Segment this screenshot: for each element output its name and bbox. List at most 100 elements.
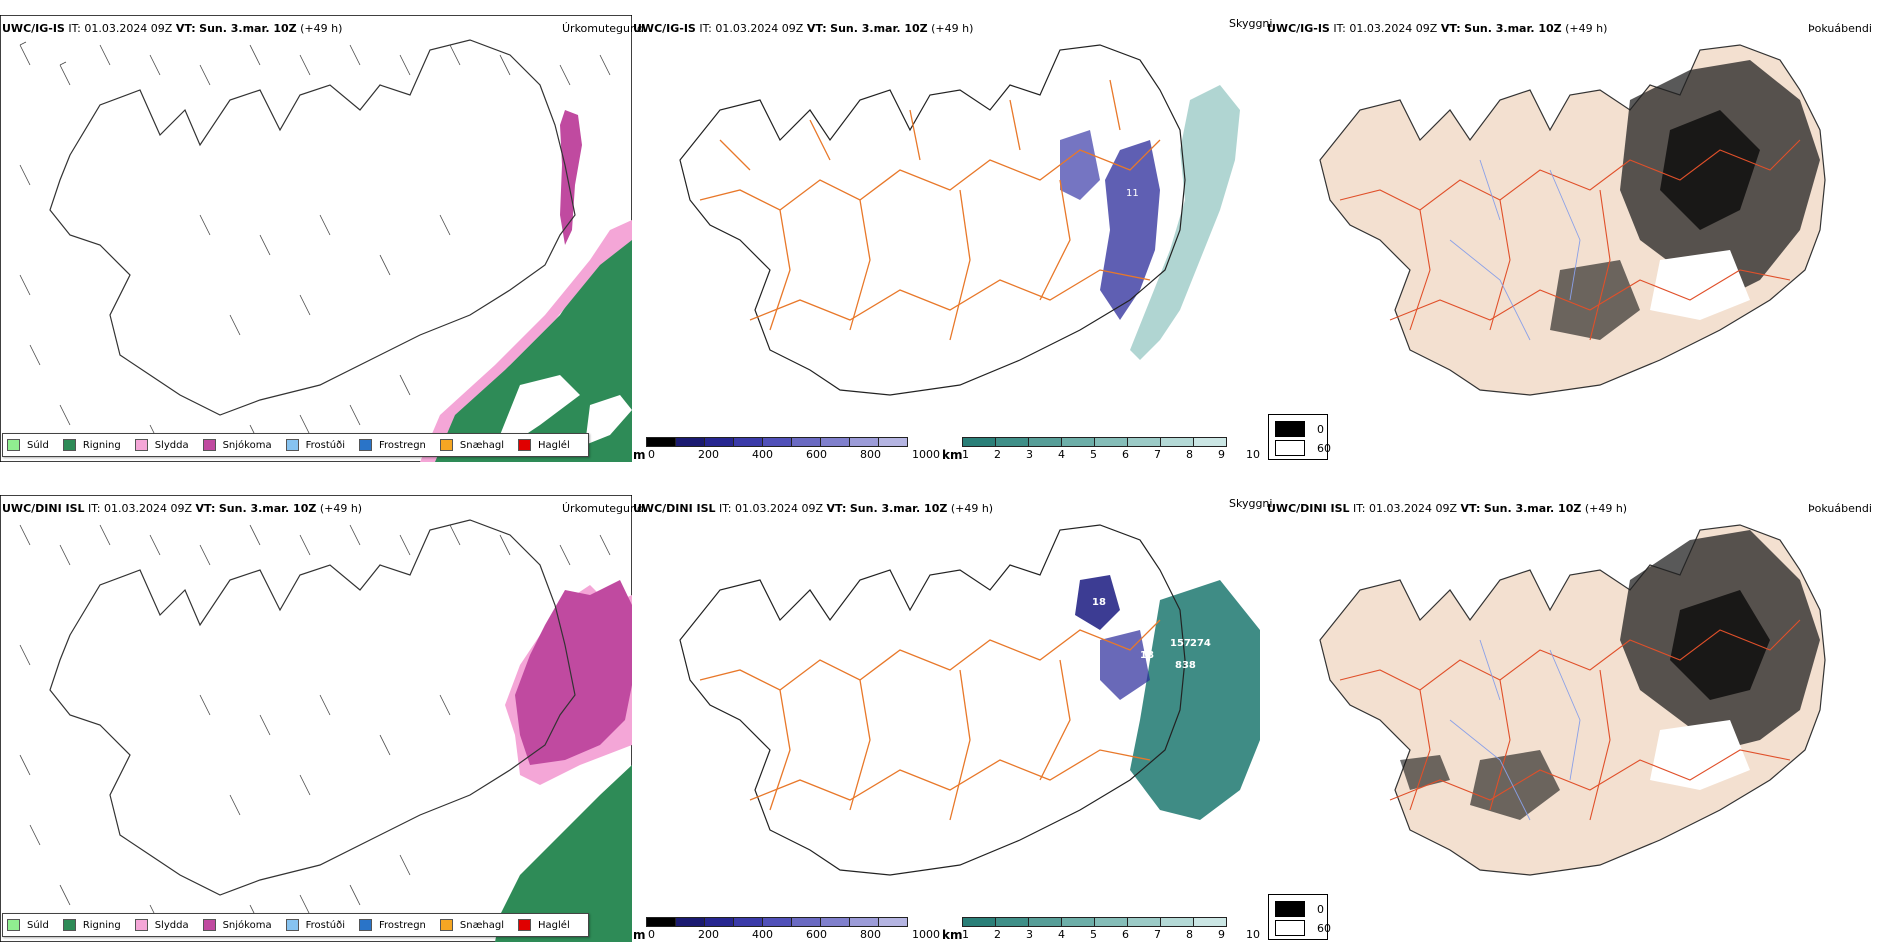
tick-label: 10 <box>1246 448 1260 461</box>
fog-legend-item: 0 <box>1275 901 1324 917</box>
fog-legend-label: 0 <box>1317 902 1324 916</box>
legend-item: Frostúði <box>285 919 345 931</box>
precip-map-row2 <box>0 495 632 942</box>
legend-label: Haglél <box>538 439 570 451</box>
tick-label: 1000 <box>912 928 940 941</box>
tick-label: 7 <box>1154 928 1161 941</box>
tick-label: 0 <box>648 448 655 461</box>
tick-label: 6 <box>1122 928 1129 941</box>
legend-swatch <box>359 439 372 451</box>
cloud-base-ticks-row1: 0 200 400 600 800 1000 <box>646 448 946 462</box>
legend-swatch <box>285 439 299 451</box>
legend-item: Súld <box>7 919 49 931</box>
legend-swatch <box>439 439 453 451</box>
iceland-outline <box>49 519 576 896</box>
legend-item: Snjókoma <box>202 439 272 451</box>
legend-label: Haglél <box>538 919 570 931</box>
cloud-base-colorbar-row2 <box>646 917 908 927</box>
legend-label: Snæhagl <box>459 439 505 451</box>
dry-patch <box>500 375 580 445</box>
precip-panel-row1: Súld Rigning Slydda Snjókoma Frostúði Fr… <box>0 15 632 462</box>
legend-swatch <box>7 439 20 451</box>
tick-label: 2 <box>994 448 1001 461</box>
legend-label: Súld <box>27 919 49 931</box>
tick-label: 800 <box>860 928 881 941</box>
legend-item: Frostregn <box>359 439 426 451</box>
fog-legend-item: 60 <box>1275 440 1331 456</box>
header-fog-row2: UWC/DINI ISL IT: 01.03.2024 09Z VT: Sun.… <box>1267 502 1628 515</box>
legend-swatch <box>62 439 76 451</box>
legend-swatch <box>518 439 532 451</box>
legend-swatch <box>439 919 453 931</box>
legend-label: Snjókoma <box>222 439 272 451</box>
legend-item: Frostúði <box>285 439 345 451</box>
tick-label: 8 <box>1186 448 1193 461</box>
legend-item: Snæhagl <box>439 919 505 931</box>
precip-legend-row1: Súld Rigning Slydda Snjókoma Frostúði Fr… <box>2 433 589 457</box>
visibility-ticks-row2: 1 2 3 4 5 6 7 8 9 10 <box>962 928 1262 942</box>
legend-swatch <box>134 919 148 931</box>
snow-area <box>515 580 632 765</box>
legend-swatch <box>134 439 148 451</box>
legend-swatch <box>62 919 76 931</box>
header-precip-row1: UWC/IG-IS IT: 01.03.2024 09Z VT: Sun. 3.… <box>2 22 343 35</box>
visibility-map-row1: 11 <box>679 44 1240 396</box>
sleet-band <box>420 220 632 462</box>
tick-label: 6 <box>1122 448 1129 461</box>
legend-swatch <box>518 919 532 931</box>
header-visibility-row2: UWC/DINI ISL IT: 01.03.2024 09Z VT: Sun.… <box>633 502 994 515</box>
tick-label: 4 <box>1058 448 1065 461</box>
tick-label: 200 <box>698 928 719 941</box>
legend-label: Slydda <box>154 439 189 451</box>
tick-label: 1 <box>962 448 969 461</box>
legend-label: Slydda <box>154 919 189 931</box>
title-precip-row2: Úrkomutegund <box>562 502 644 515</box>
legend-swatch <box>359 919 372 931</box>
row-2: Súld Rigning Slydda Snjókoma Frostúði Fr… <box>0 480 1900 950</box>
legend-item: Snjókoma <box>202 919 272 931</box>
title-fog-row2: Þokuábendi <box>1808 502 1872 515</box>
legend-item: Slydda <box>134 919 189 931</box>
cloud-base-unit-row1: m <box>633 448 646 462</box>
fog-legend-item: 60 <box>1275 920 1331 936</box>
legend-label: Frostregn <box>379 439 426 451</box>
tick-label: 600 <box>806 448 827 461</box>
row-1: Súld Rigning Slydda Snjókoma Frostúði Fr… <box>0 15 1872 462</box>
title-fog-row1: Þokuábendi <box>1808 22 1872 35</box>
precip-panel-row2: Súld Rigning Slydda Snjókoma Frostúði Fr… <box>0 495 632 942</box>
tick-label: 7 <box>1154 448 1161 461</box>
legend-item: Snæhagl <box>439 439 505 451</box>
legend-item: Frostregn <box>359 919 426 931</box>
visibility-colorbar-row2 <box>962 917 1227 927</box>
precip-map-row1 <box>0 15 632 462</box>
tick-label: 2 <box>994 928 1001 941</box>
visibility-unit-row1: km <box>942 448 963 462</box>
tick-label: 800 <box>860 448 881 461</box>
legend-item: Rigning <box>62 919 121 931</box>
fog-map-row1 <box>1319 44 1826 396</box>
cloud-label: 18 <box>1140 650 1154 661</box>
fog-legend-row2: 0 60 <box>1268 894 1331 940</box>
header-precip-row2: UWC/DINI ISL IT: 01.03.2024 09Z VT: Sun.… <box>2 502 363 515</box>
legend-label: Snjókoma <box>222 919 272 931</box>
fog-map-row2 <box>1319 524 1826 876</box>
cloud-label: 157 <box>1170 638 1191 649</box>
legend-label: Rigning <box>82 919 121 931</box>
legend-label: Rigning <box>82 439 121 451</box>
tick-label: 3 <box>1026 448 1033 461</box>
legend-label: Snæhagl <box>459 919 505 931</box>
tick-label: 4 <box>1058 928 1065 941</box>
fog-legend-item: 0 <box>1275 421 1324 437</box>
snow-strip <box>560 110 582 245</box>
fog-legend-row1: 0 60 <box>1268 414 1331 460</box>
tick-label: 0 <box>648 928 655 941</box>
cloud-base-colorbar-row1 <box>646 437 908 447</box>
header-fog-row1: UWC/IG-IS IT: 01.03.2024 09Z VT: Sun. 3.… <box>1267 22 1608 35</box>
tick-label: 5 <box>1090 448 1097 461</box>
legend-item: Rigning <box>62 439 121 451</box>
legend-item: Súld <box>7 439 49 451</box>
cloud-base-unit-row2: m <box>633 928 646 942</box>
legend-item: Haglél <box>518 439 570 451</box>
legend-item: Haglél <box>518 919 570 931</box>
legend-swatch <box>202 439 216 451</box>
